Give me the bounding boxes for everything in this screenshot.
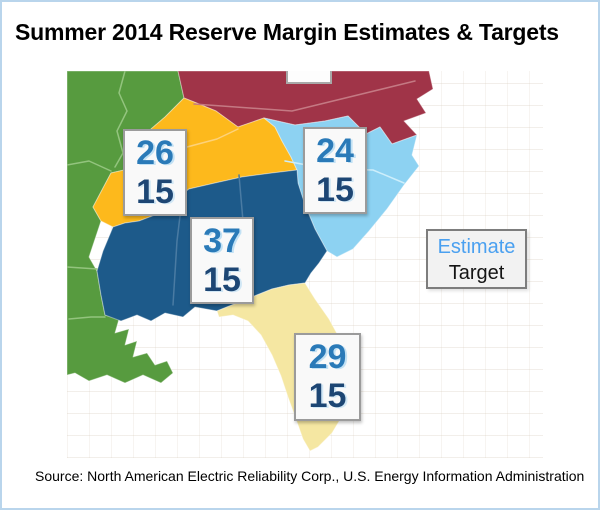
estimate-value: 37 — [203, 222, 241, 260]
value-box-yellow-region: 26 15 — [123, 129, 187, 216]
estimate-value: 29 — [308, 338, 347, 376]
target-value: 15 — [316, 171, 354, 209]
estimate-value: 24 — [316, 132, 354, 170]
page-title: Summer 2014 Reserve Margin Estimates & T… — [15, 19, 559, 45]
state-line-green-4 — [68, 316, 106, 320]
estimate-value: 26 — [136, 134, 174, 172]
legend-estimate-label: Estimate — [437, 236, 516, 258]
value-box-paleyellow-region: 29 15 — [294, 333, 361, 421]
target-value: 15 — [308, 377, 347, 415]
clipped-label-box — [286, 71, 332, 84]
state-line-green-1 — [114, 71, 128, 168]
map-canvas — [67, 71, 434, 452]
state-line-green-2 — [67, 160, 112, 172]
target-value: 15 — [136, 173, 174, 211]
source-attribution: Source: North American Electric Reliabil… — [35, 468, 585, 484]
legend-box: Estimate Target — [426, 229, 527, 289]
state-line-red — [193, 80, 416, 112]
target-value: 15 — [203, 261, 241, 299]
state-line-green-3 — [67, 266, 98, 270]
value-box-navy-region: 37 15 — [190, 217, 254, 304]
value-box-lightblue-region: 24 15 — [303, 127, 367, 214]
legend-target-label: Target — [448, 262, 505, 284]
